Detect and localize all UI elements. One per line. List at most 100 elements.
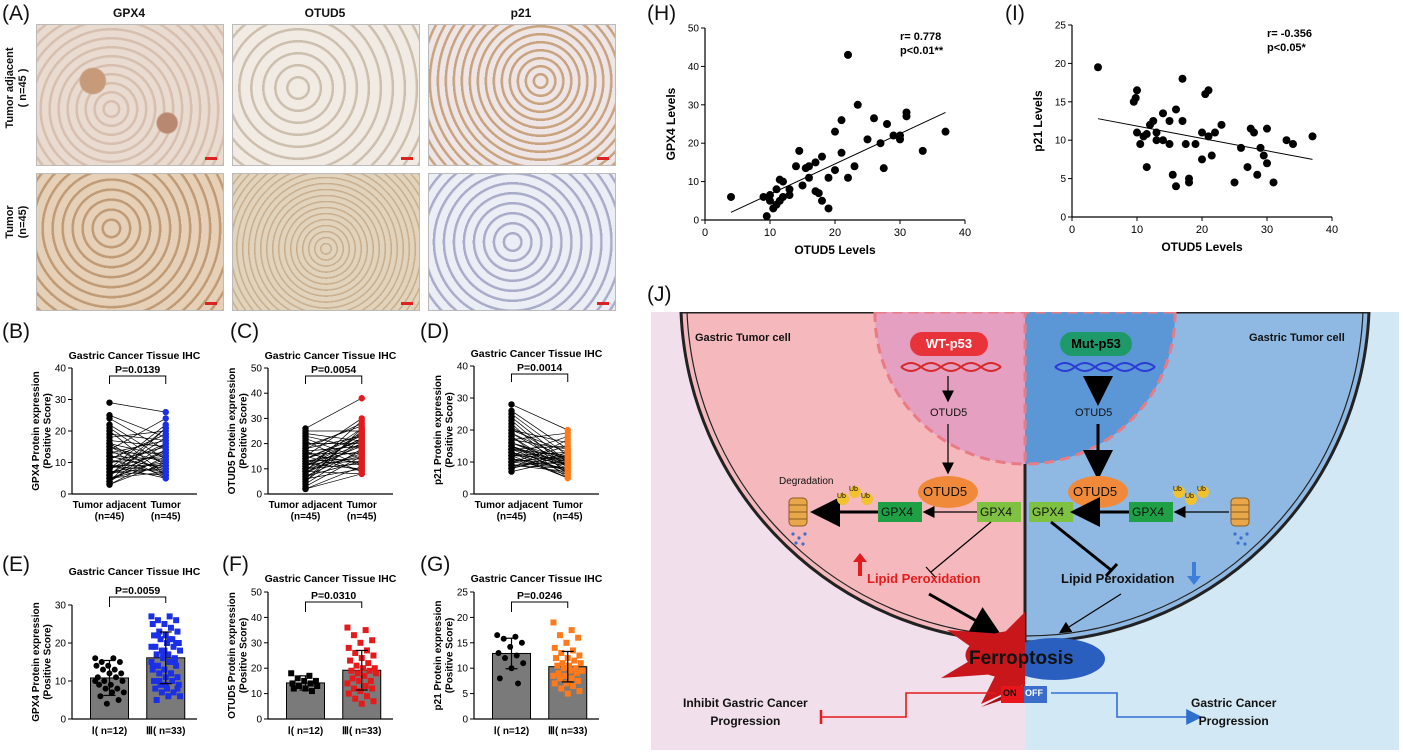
- data-point: [116, 659, 123, 665]
- data-point: [850, 162, 859, 171]
- data-point: [550, 672, 557, 679]
- data-point: [896, 131, 904, 140]
- x-tick-label: 20: [829, 227, 841, 239]
- y-axis-label: OTUD5 Protein expression(Positive Score): [227, 592, 250, 719]
- data-point: [174, 685, 181, 692]
- data-point: [1269, 178, 1278, 187]
- chart-title: Gastric Cancer Tissue IHC: [471, 573, 603, 585]
- data-point: [508, 439, 515, 446]
- pair-line: [305, 445, 362, 470]
- ub-label: Ub: [1197, 486, 1206, 493]
- data-point: [779, 177, 787, 186]
- data-point: [162, 446, 169, 454]
- x-tick-label: 40: [959, 227, 971, 239]
- data-point: [1165, 117, 1174, 125]
- peptide-fragments-right: [1233, 532, 1249, 546]
- y-tick-label: 10: [1055, 136, 1067, 147]
- data-point: [559, 660, 566, 667]
- data-point: [154, 632, 161, 639]
- peptide-fragments-left: [791, 532, 807, 546]
- data-point: [161, 666, 168, 673]
- data-point: [1094, 63, 1102, 72]
- pair-line: [511, 442, 568, 466]
- chart-title: Gastric Cancer Tissue IHC: [69, 566, 201, 578]
- data-point: [160, 651, 167, 658]
- data-point: [302, 468, 309, 475]
- panel-label-j: (J): [647, 283, 672, 306]
- data-point: [824, 173, 833, 182]
- data-point: [357, 639, 364, 646]
- data-point: [1159, 136, 1167, 145]
- x-tick-label: Tumor adjacent (n=45): [475, 500, 549, 523]
- data-point: [553, 655, 560, 662]
- data-point: [502, 655, 508, 662]
- data-point: [166, 613, 173, 620]
- pair-line: [109, 437, 166, 476]
- data-point: [101, 678, 108, 684]
- ihc-col-p21: p21: [510, 6, 532, 20]
- pair-line: [511, 410, 568, 450]
- pair-line: [305, 420, 362, 472]
- pair-line: [511, 439, 568, 450]
- data-point: [352, 695, 359, 702]
- y-tick-label: 40: [457, 362, 469, 373]
- data-point: [115, 697, 122, 703]
- data-point: [571, 657, 578, 664]
- data-point: [170, 689, 177, 696]
- p-value: P=0.0054: [311, 364, 356, 376]
- data-point: [508, 401, 515, 408]
- data-point: [162, 437, 169, 444]
- data-point: [174, 628, 181, 635]
- y-axis-label: p21 Protein expression(Positive Score): [433, 375, 456, 485]
- data-point: [941, 127, 950, 136]
- y-tick-label: 10: [251, 689, 263, 700]
- significance-bracket: [109, 375, 167, 384]
- y-tick-label: 15: [457, 638, 469, 649]
- data-point: [1131, 93, 1140, 102]
- y-axis-label: OTUD5 Protein expression(Positive Score): [227, 368, 250, 495]
- data-point: [779, 192, 787, 201]
- data-point: [766, 196, 774, 205]
- x-axis-label: OTUD5 Levels: [794, 243, 876, 257]
- mechanism-diagram: Gastric Tumor cell Gastric Tumor cell WT…: [651, 312, 1399, 750]
- pair-line: [511, 404, 568, 431]
- data-point: [520, 660, 527, 667]
- y-tick-label: 20: [251, 439, 263, 450]
- data-point: [177, 693, 184, 700]
- data-point: [560, 665, 567, 672]
- pair-line: [109, 414, 166, 438]
- y-axis-label: p21 Levels: [1031, 90, 1045, 152]
- data-point: [1308, 132, 1317, 141]
- data-point: [358, 435, 365, 442]
- data-point: [114, 685, 121, 692]
- data-point: [1133, 128, 1141, 137]
- pair-line: [511, 455, 568, 479]
- data-point: [164, 640, 171, 646]
- data-point: [149, 666, 156, 673]
- data-point: [169, 678, 176, 684]
- data-point: [113, 674, 119, 681]
- data-point: [373, 670, 380, 677]
- y-tick-label: 30: [688, 100, 700, 111]
- data-point: [156, 628, 163, 635]
- data-point: [1136, 140, 1145, 149]
- data-point: [1133, 86, 1141, 95]
- data-point: [118, 670, 125, 677]
- y-tick-label: 0: [693, 216, 699, 227]
- panel-label-d: (D): [420, 320, 450, 343]
- data-point: [772, 185, 781, 194]
- data-point: [173, 662, 180, 669]
- panel-label-a: (A): [2, 2, 30, 25]
- y-axis-label: p21 Protein expression(Positive Score): [433, 600, 456, 710]
- y-tick-label: 0: [256, 715, 262, 726]
- x-tick-label: Ⅰ( n=12): [494, 726, 529, 737]
- data-point: [365, 660, 372, 667]
- data-point: [345, 644, 352, 651]
- data-point: [496, 675, 503, 682]
- ferroptosis-ellipse: [1005, 638, 1105, 680]
- data-point: [1282, 136, 1291, 145]
- ihc-image-adjacent-otud5: [232, 24, 420, 166]
- data-point: [883, 120, 891, 128]
- pair-line: [109, 455, 166, 485]
- data-point: [164, 685, 171, 692]
